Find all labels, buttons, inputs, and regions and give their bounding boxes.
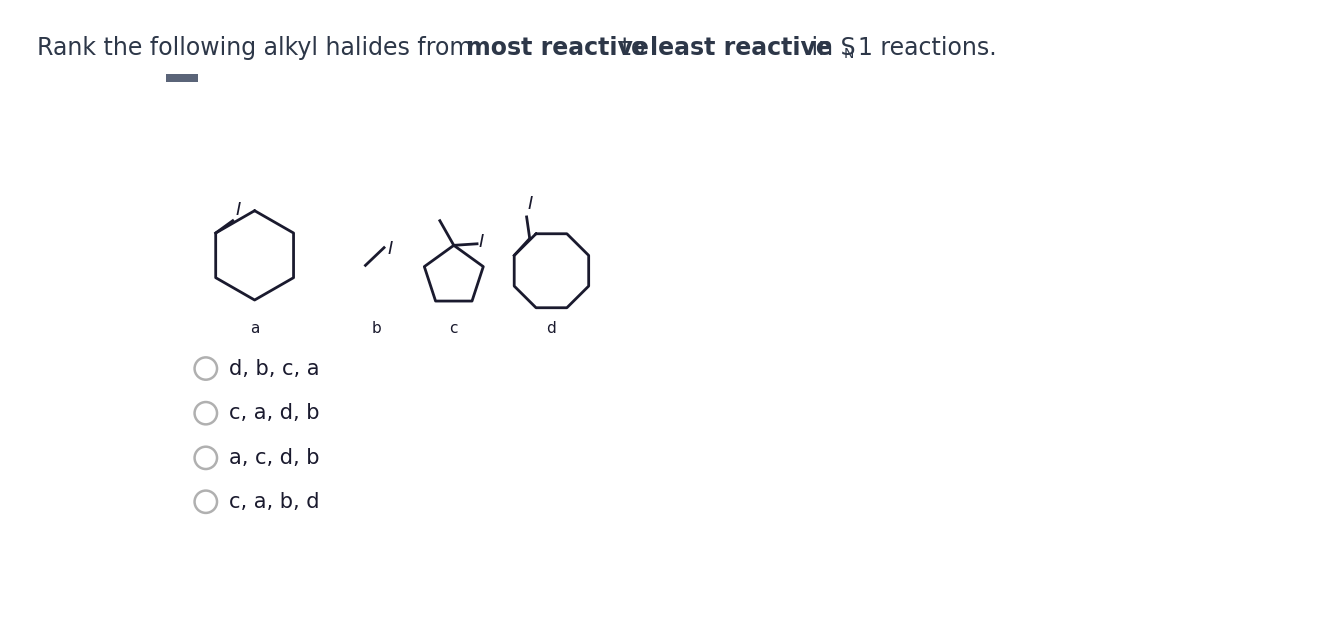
Text: N: N bbox=[843, 47, 854, 61]
Text: in S: in S bbox=[804, 36, 855, 60]
Text: c: c bbox=[450, 321, 458, 336]
Text: a, c, d, b: a, c, d, b bbox=[229, 448, 319, 468]
Text: d: d bbox=[547, 321, 556, 336]
Text: to: to bbox=[614, 36, 653, 60]
Text: Rank the following alkyl halides from: Rank the following alkyl halides from bbox=[37, 36, 479, 60]
Text: b: b bbox=[372, 321, 381, 336]
Text: I: I bbox=[478, 233, 483, 251]
Text: least reactive: least reactive bbox=[650, 36, 831, 60]
Text: I: I bbox=[387, 240, 392, 258]
Text: d, b, c, a: d, b, c, a bbox=[229, 358, 319, 379]
Text: 1 reactions.: 1 reactions. bbox=[858, 36, 997, 60]
Text: I: I bbox=[236, 201, 241, 219]
Bar bbox=[166, 73, 199, 82]
Text: c, a, b, d: c, a, b, d bbox=[229, 492, 319, 512]
Text: most reactive: most reactive bbox=[466, 36, 649, 60]
Text: I: I bbox=[527, 195, 532, 213]
Text: a: a bbox=[250, 321, 260, 336]
Text: c, a, d, b: c, a, d, b bbox=[229, 403, 319, 423]
